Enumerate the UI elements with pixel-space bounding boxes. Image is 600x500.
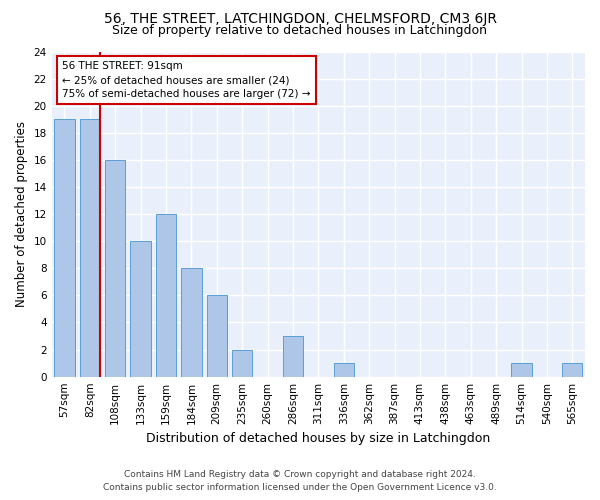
Bar: [283, 336, 303, 376]
Bar: [334, 363, 354, 376]
Bar: [54, 119, 74, 376]
Bar: [232, 350, 253, 376]
Bar: [105, 160, 125, 376]
Bar: [181, 268, 202, 376]
Text: 56, THE STREET, LATCHINGDON, CHELMSFORD, CM3 6JR: 56, THE STREET, LATCHINGDON, CHELMSFORD,…: [104, 12, 497, 26]
Bar: [562, 363, 583, 376]
Text: 56 THE STREET: 91sqm
← 25% of detached houses are smaller (24)
75% of semi-detac: 56 THE STREET: 91sqm ← 25% of detached h…: [62, 62, 311, 100]
Text: Size of property relative to detached houses in Latchingdon: Size of property relative to detached ho…: [113, 24, 487, 37]
Bar: [80, 119, 100, 376]
Bar: [511, 363, 532, 376]
X-axis label: Distribution of detached houses by size in Latchingdon: Distribution of detached houses by size …: [146, 432, 490, 445]
Bar: [206, 296, 227, 376]
Bar: [156, 214, 176, 376]
Y-axis label: Number of detached properties: Number of detached properties: [15, 121, 28, 307]
Bar: [130, 241, 151, 376]
Text: Contains HM Land Registry data © Crown copyright and database right 2024.
Contai: Contains HM Land Registry data © Crown c…: [103, 470, 497, 492]
